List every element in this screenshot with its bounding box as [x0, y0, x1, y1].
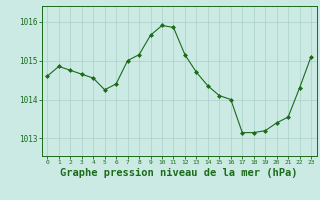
X-axis label: Graphe pression niveau de la mer (hPa): Graphe pression niveau de la mer (hPa) — [60, 168, 298, 178]
